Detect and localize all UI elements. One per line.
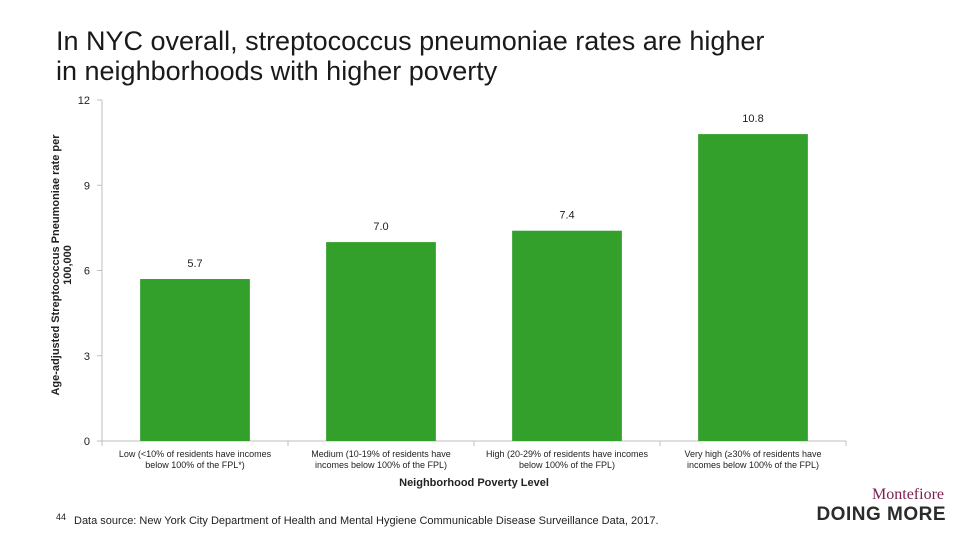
y-tick-label: 9 — [84, 180, 90, 192]
x-category-label: Medium (10-19% of residents have incomes … — [311, 449, 451, 470]
bar-value-label: 5.7 — [187, 258, 202, 270]
title-line-1: In NYC overall, streptococcus pneumoniae… — [56, 26, 765, 56]
bar — [512, 230, 622, 441]
logo-wordmark: Montefiore — [872, 486, 944, 503]
y-tick-label: 0 — [84, 436, 90, 448]
x-category-label: Low (<10% of residents have incomes below… — [119, 449, 272, 470]
logo-tagline: DOING MORE — [816, 504, 946, 525]
montefiore-logo: Montefiore DOING MORE — [802, 486, 946, 526]
x-category-label: Very high (≥30% of residents have incomes… — [684, 449, 821, 470]
data-source-footnote: Data source: New York City Department of… — [74, 515, 659, 527]
y-tick-label: 12 — [78, 95, 90, 107]
slide-number: 44 — [56, 512, 67, 522]
x-category-label: High (20-29% of residents have incomes be… — [486, 449, 649, 470]
title-line-2: in neighborhoods with higher poverty — [56, 56, 498, 86]
bar — [326, 242, 436, 441]
bar-value-label: 7.4 — [559, 210, 574, 222]
bar — [140, 279, 250, 441]
y-tick-label: 3 — [84, 351, 90, 363]
chart-title: In NYC overall, streptococcus pneumoniae… — [56, 26, 916, 86]
bar-value-label: 10.8 — [742, 113, 763, 125]
bar-value-label: 7.0 — [373, 221, 388, 233]
y-tick-label: 6 — [84, 266, 90, 278]
bar — [698, 134, 808, 441]
x-axis-label: Neighborhood Poverty Level — [399, 477, 549, 489]
